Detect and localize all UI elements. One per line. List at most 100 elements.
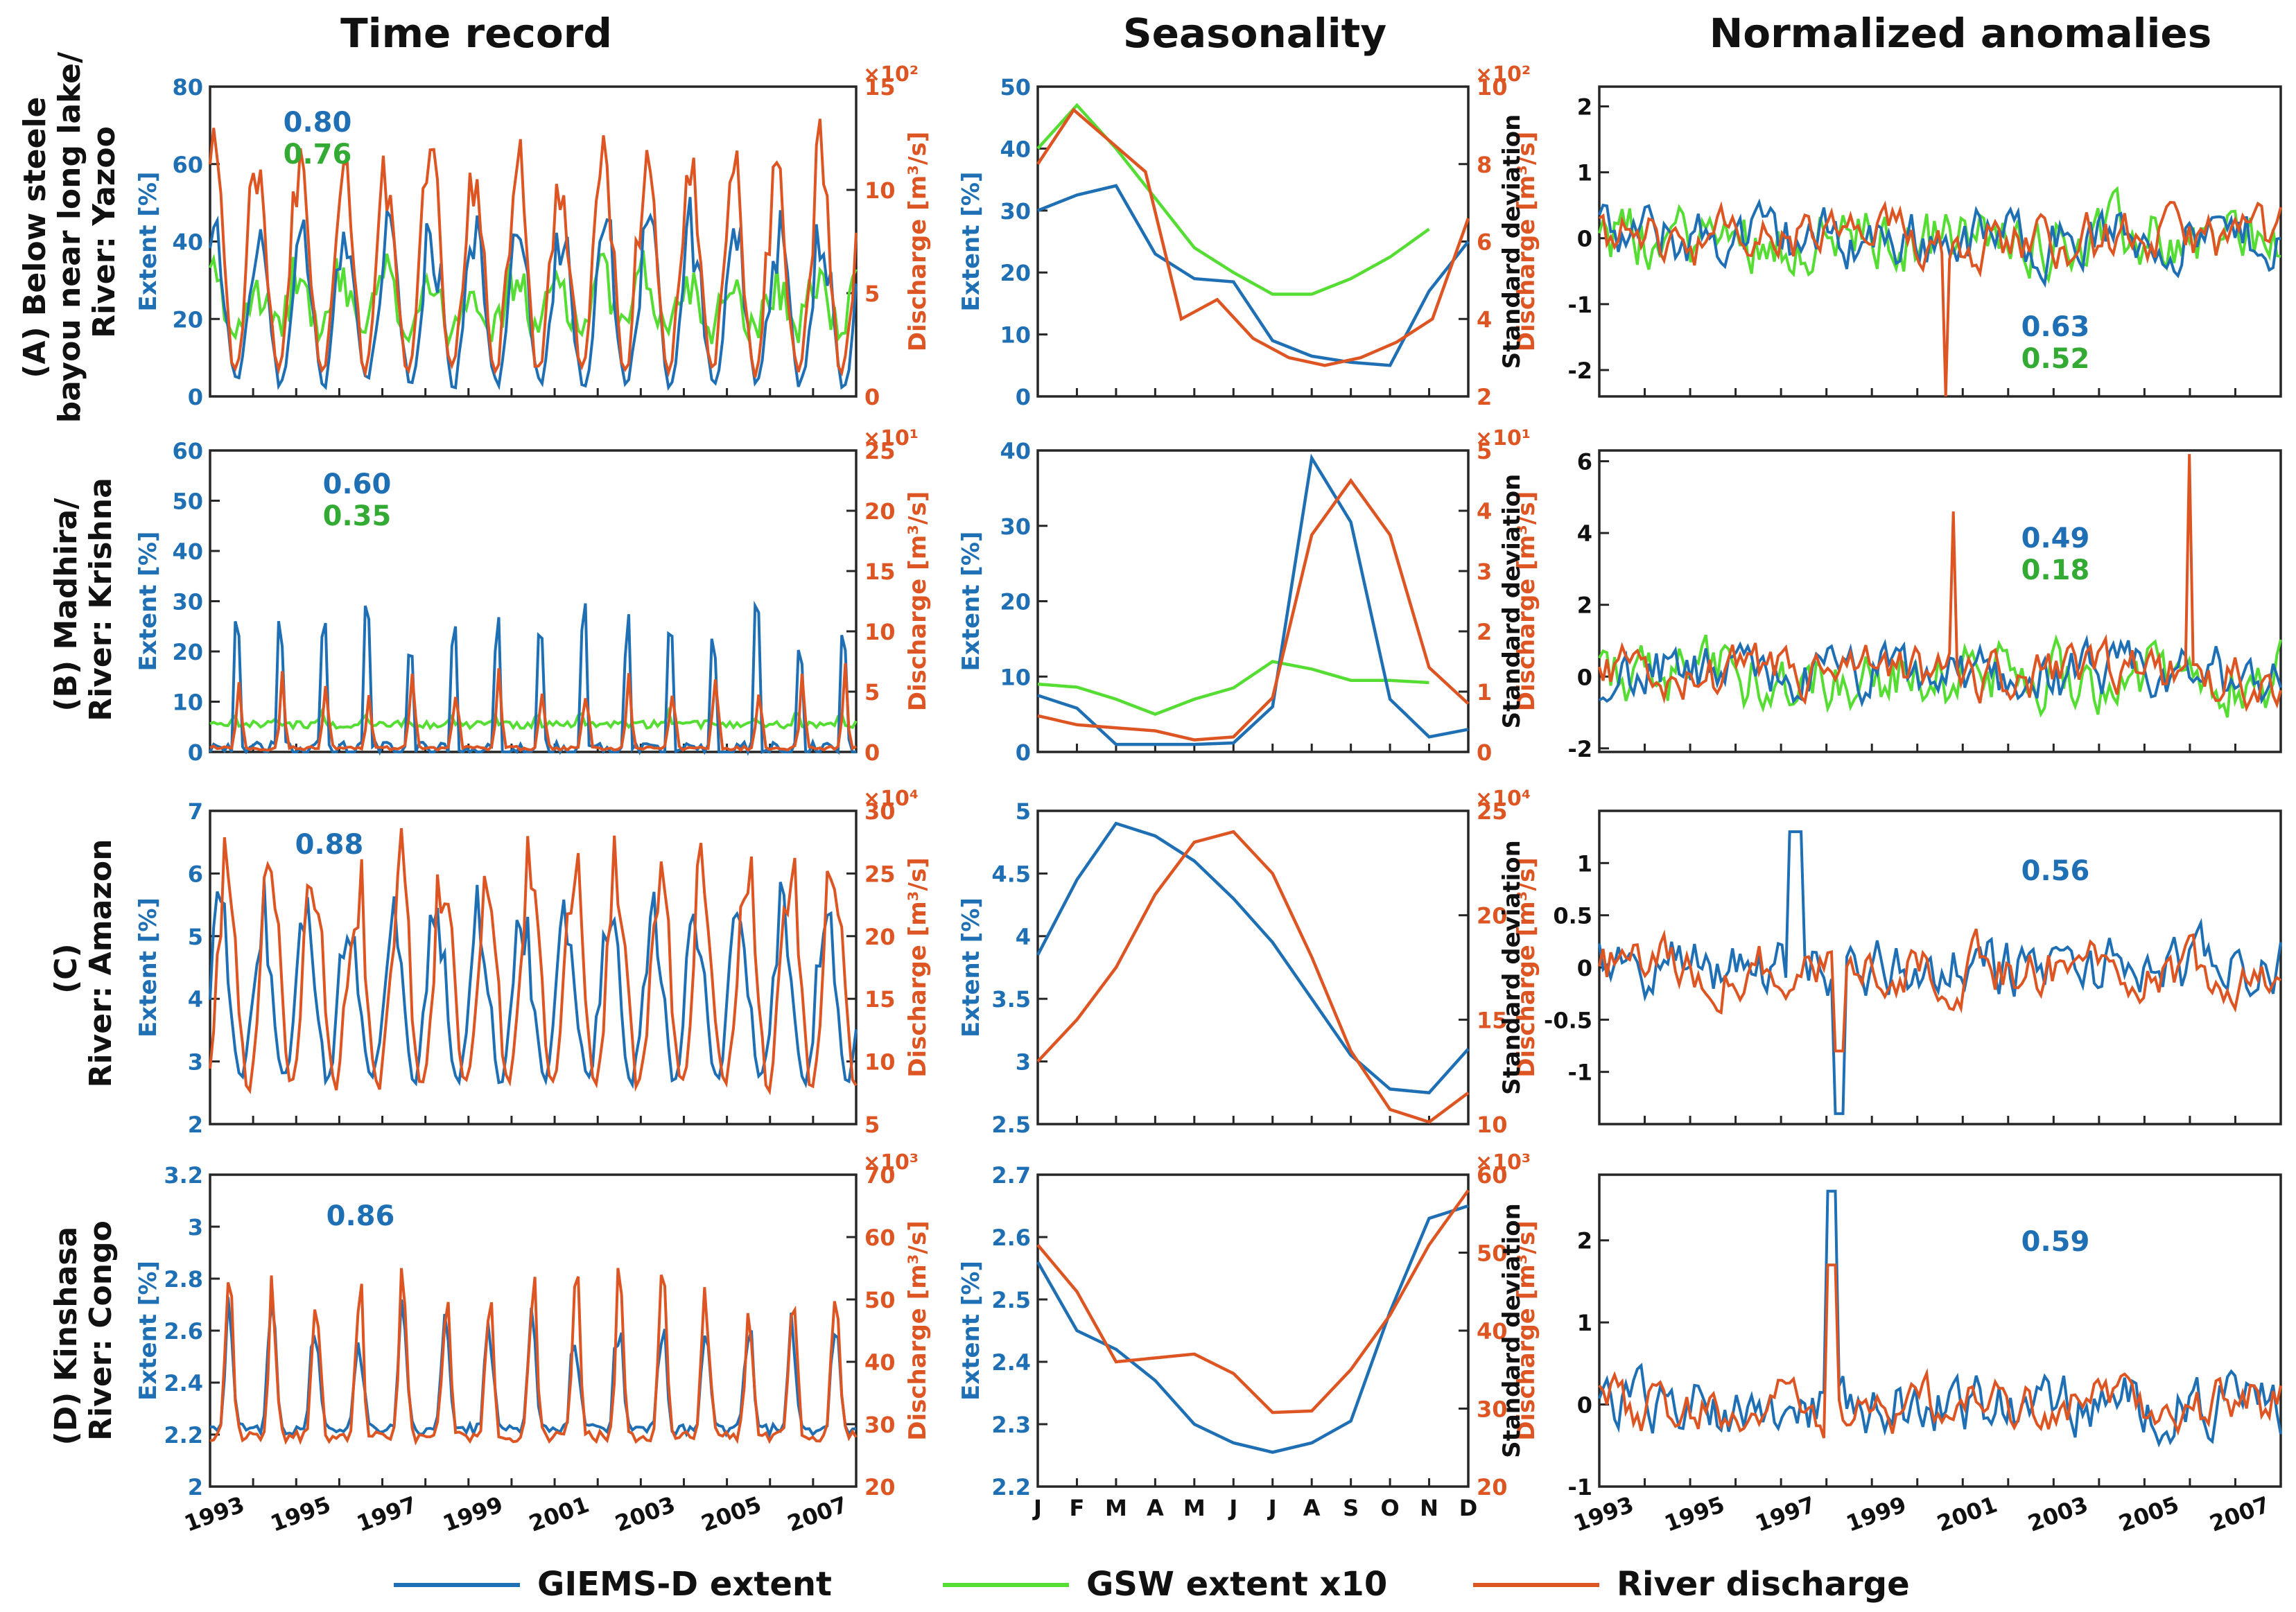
tr-A-right-tick-label-1: 5 [864,281,880,307]
tr-B-gsw-series [209,706,858,731]
month-label-11: D [1459,1495,1478,1521]
anom-B-left-tick-label-4: 6 [1577,449,1592,475]
anom-C-corr-giems: 0.56 [2021,855,2090,887]
anom-B-corr-giems: 0.49 [2021,523,2090,554]
anom-C-left-tick-label-0: -1 [1567,1060,1592,1086]
tr-B-right-label: Discharge [m³/s] [904,491,932,711]
season-C-left-tick-label-5: 5 [1016,798,1031,825]
season-C-left-tick-label-2: 3.5 [991,986,1031,1013]
xlabel-col0-2007: 2007 [784,1491,851,1537]
tr-B-corr-gsw: 0.35 [323,500,392,532]
season-B-right-tick-label-3: 3 [1477,559,1492,585]
anom-A-left-tick-label-3: 1 [1577,160,1592,186]
row-label-C: (C) River: Amazon [49,839,119,1088]
tr-A-right-tick-label-0: 0 [864,384,880,410]
row-label-C-line2: River: Amazon [83,839,119,1088]
row-label-C-line1: (C) [49,943,84,994]
row-label-A: (A) Below steele bayou near long lake/ R… [17,42,122,423]
tr-C-right-label: Discharge [m³/s] [904,857,932,1077]
season-D-right-label: Discharge [m³/s] [1513,1220,1540,1440]
xlabel-col2-2007: 2007 [2206,1491,2273,1537]
tr-B-left-tick-label-1: 10 [172,690,203,716]
anom-D-left-label: Standard deviation [1498,1203,1526,1458]
season-B-left-tick-label-3: 30 [1000,514,1031,540]
xlabel-col2-2001: 2001 [1933,1491,2001,1537]
tr-A-corr-gsw: 0.76 [284,139,352,170]
anom-B-left-tick-label-1: 0 [1577,664,1592,690]
season-B-right-label: Discharge [m³/s] [1513,491,1540,711]
anom-A-left-tick-label-1: -1 [1567,292,1592,318]
season-B-left-tick-label-0: 0 [1016,739,1031,766]
season-A-exponent: ×10² [1475,62,1531,87]
anom-A-frame [1598,85,2282,398]
anom-B-left-tick-label-2: 2 [1577,593,1592,619]
xlabel-col2-1995: 1995 [1661,1491,1728,1537]
tr-C-right-tick-label-0: 5 [864,1112,880,1138]
season-C-right-label: Discharge [m³/s] [1513,857,1540,1077]
season-D-left-tick-label-0: 2.2 [991,1474,1031,1500]
month-label-10: N [1420,1495,1438,1521]
tr-A-left-tick-label-2: 40 [172,229,203,256]
season-B-gsw-series [1037,660,1429,717]
anom-D-giems-series [1598,1189,2282,1448]
season-B-left-tick-label-2: 20 [1000,589,1031,615]
legend-label-giems: GIEMS-D extent [537,1565,832,1604]
xlabel-col0-1997: 1997 [353,1491,420,1537]
row-label-B-line1: (B) Madhira/ [49,498,84,712]
season-B-frame [1036,449,1470,753]
season-C-right-tick-label-3: 25 [1477,798,1508,825]
season-A-gsw-series [1036,103,1430,296]
tr-A-discharge-series [209,119,858,378]
tr-B-discharge-series [209,663,857,753]
anom-D-left-tick-label-0: -1 [1567,1474,1592,1500]
tr-C-left-tick-label-1: 3 [188,1049,203,1076]
tr-C-left-tick-label-3: 5 [188,924,203,950]
tr-B-left-tick-label-2: 20 [172,639,203,665]
tr-D-right-tick-label-1: 30 [864,1412,896,1438]
tr-A-left-tick-label-3: 60 [172,152,203,178]
anom-D-discharge-series [1598,1263,2282,1439]
tr-B-left-tick-label-3: 30 [172,589,203,615]
tr-C-giems-series [209,881,858,1089]
season-B-right-tick-label-2: 2 [1477,619,1492,645]
tr-C-exponent: ×10⁴ [863,787,919,811]
season-C-right-tick-label-0: 10 [1477,1112,1508,1138]
season-C-left-label: Extent [%] [957,897,985,1037]
tr-C-frame [209,809,858,1125]
tr-B-right-tick-label-2: 10 [864,619,896,645]
column-title-time-record: Time record [340,10,612,57]
tr-D-left-tick-label-0: 2 [188,1474,203,1500]
row-label-B: (B) Madhira/ River: Krishna [49,478,119,721]
anom-C-left-tick-label-1: -0.5 [1544,1007,1592,1033]
anom-D-left-tick-label-3: 2 [1577,1228,1592,1254]
tr-A-right-tick-label-3: 15 [864,74,896,100]
anom-D-left-tick-label-1: 0 [1577,1392,1592,1419]
tr-B-left-tick-label-6: 60 [172,438,203,464]
anom-C-giems-series [1598,830,2282,1115]
month-label-0: J [1032,1495,1042,1521]
season-A-right-tick-label-3: 8 [1477,152,1492,178]
season-D-right-tick-label-1: 30 [1477,1396,1508,1423]
anom-B-frame [1598,449,2282,753]
season-D-right-tick-label-3: 50 [1477,1241,1508,1267]
month-label-6: J [1267,1495,1277,1521]
tr-C-right-tick-label-5: 30 [864,798,896,825]
tr-D-left-tick-label-4: 2.8 [164,1266,203,1293]
tr-B-right-tick-label-3: 15 [864,559,896,585]
anom-A-discharge-series [1598,200,2282,397]
season-A-discharge-series [1036,107,1470,367]
anom-C-discharge-series [1598,928,2282,1053]
tr-D-exponent: ×10³ [863,1150,919,1175]
tr-D-right-tick-label-3: 50 [864,1287,896,1313]
season-A-right-tick-label-4: 10 [1477,74,1508,100]
tr-C-right-tick-label-2: 15 [864,986,896,1013]
tr-C-discharge-series [209,827,858,1096]
month-label-2: M [1105,1495,1127,1521]
tr-B-left-tick-label-0: 0 [188,739,203,766]
anom-A-left-tick-label-0: -2 [1567,358,1592,384]
tr-C-corr-giems: 0.88 [295,829,364,861]
tr-B-left-tick-label-5: 50 [172,489,203,515]
tr-C-left-tick-label-0: 2 [188,1112,203,1138]
